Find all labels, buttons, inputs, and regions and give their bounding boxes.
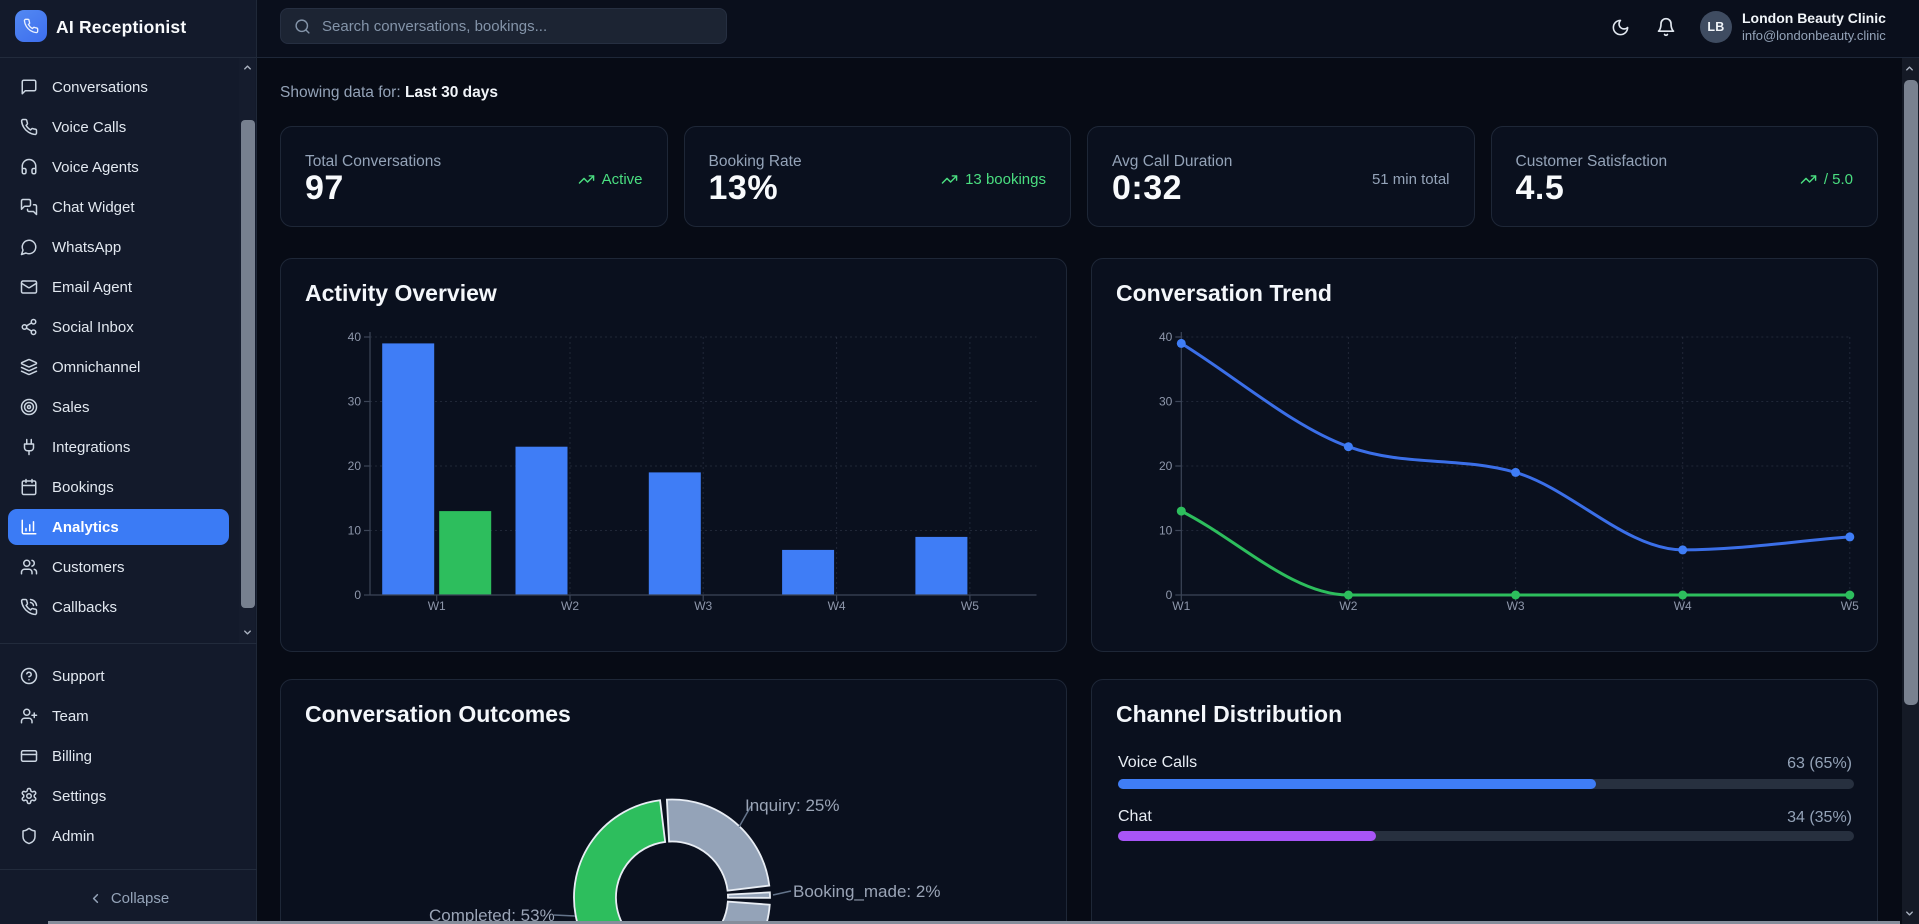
svg-text:40: 40 [348, 330, 362, 344]
svg-text:0: 0 [1166, 588, 1173, 602]
svg-text:Booking_made: 2%: Booking_made: 2% [793, 882, 940, 901]
svg-text:10: 10 [348, 524, 362, 538]
svg-text:30: 30 [1159, 395, 1173, 409]
svg-text:W3: W3 [1507, 599, 1525, 613]
svg-text:Inquiry: 25%: Inquiry: 25% [745, 796, 840, 815]
svg-text:10: 10 [1159, 524, 1173, 538]
svg-text:W1: W1 [428, 599, 446, 613]
svg-text:0: 0 [354, 588, 361, 602]
svg-text:20: 20 [1159, 459, 1173, 473]
svg-text:W2: W2 [561, 599, 579, 613]
svg-text:W4: W4 [828, 599, 846, 613]
svg-text:W5: W5 [1841, 599, 1859, 613]
svg-text:Completed: 53%: Completed: 53% [429, 906, 555, 923]
svg-text:40: 40 [1159, 330, 1173, 344]
svg-text:W4: W4 [1674, 599, 1692, 613]
svg-text:30: 30 [348, 395, 362, 409]
svg-text:20: 20 [348, 459, 362, 473]
svg-text:W3: W3 [694, 599, 712, 613]
svg-text:W2: W2 [1339, 599, 1357, 613]
svg-text:W1: W1 [1172, 599, 1190, 613]
svg-text:W5: W5 [961, 599, 979, 613]
